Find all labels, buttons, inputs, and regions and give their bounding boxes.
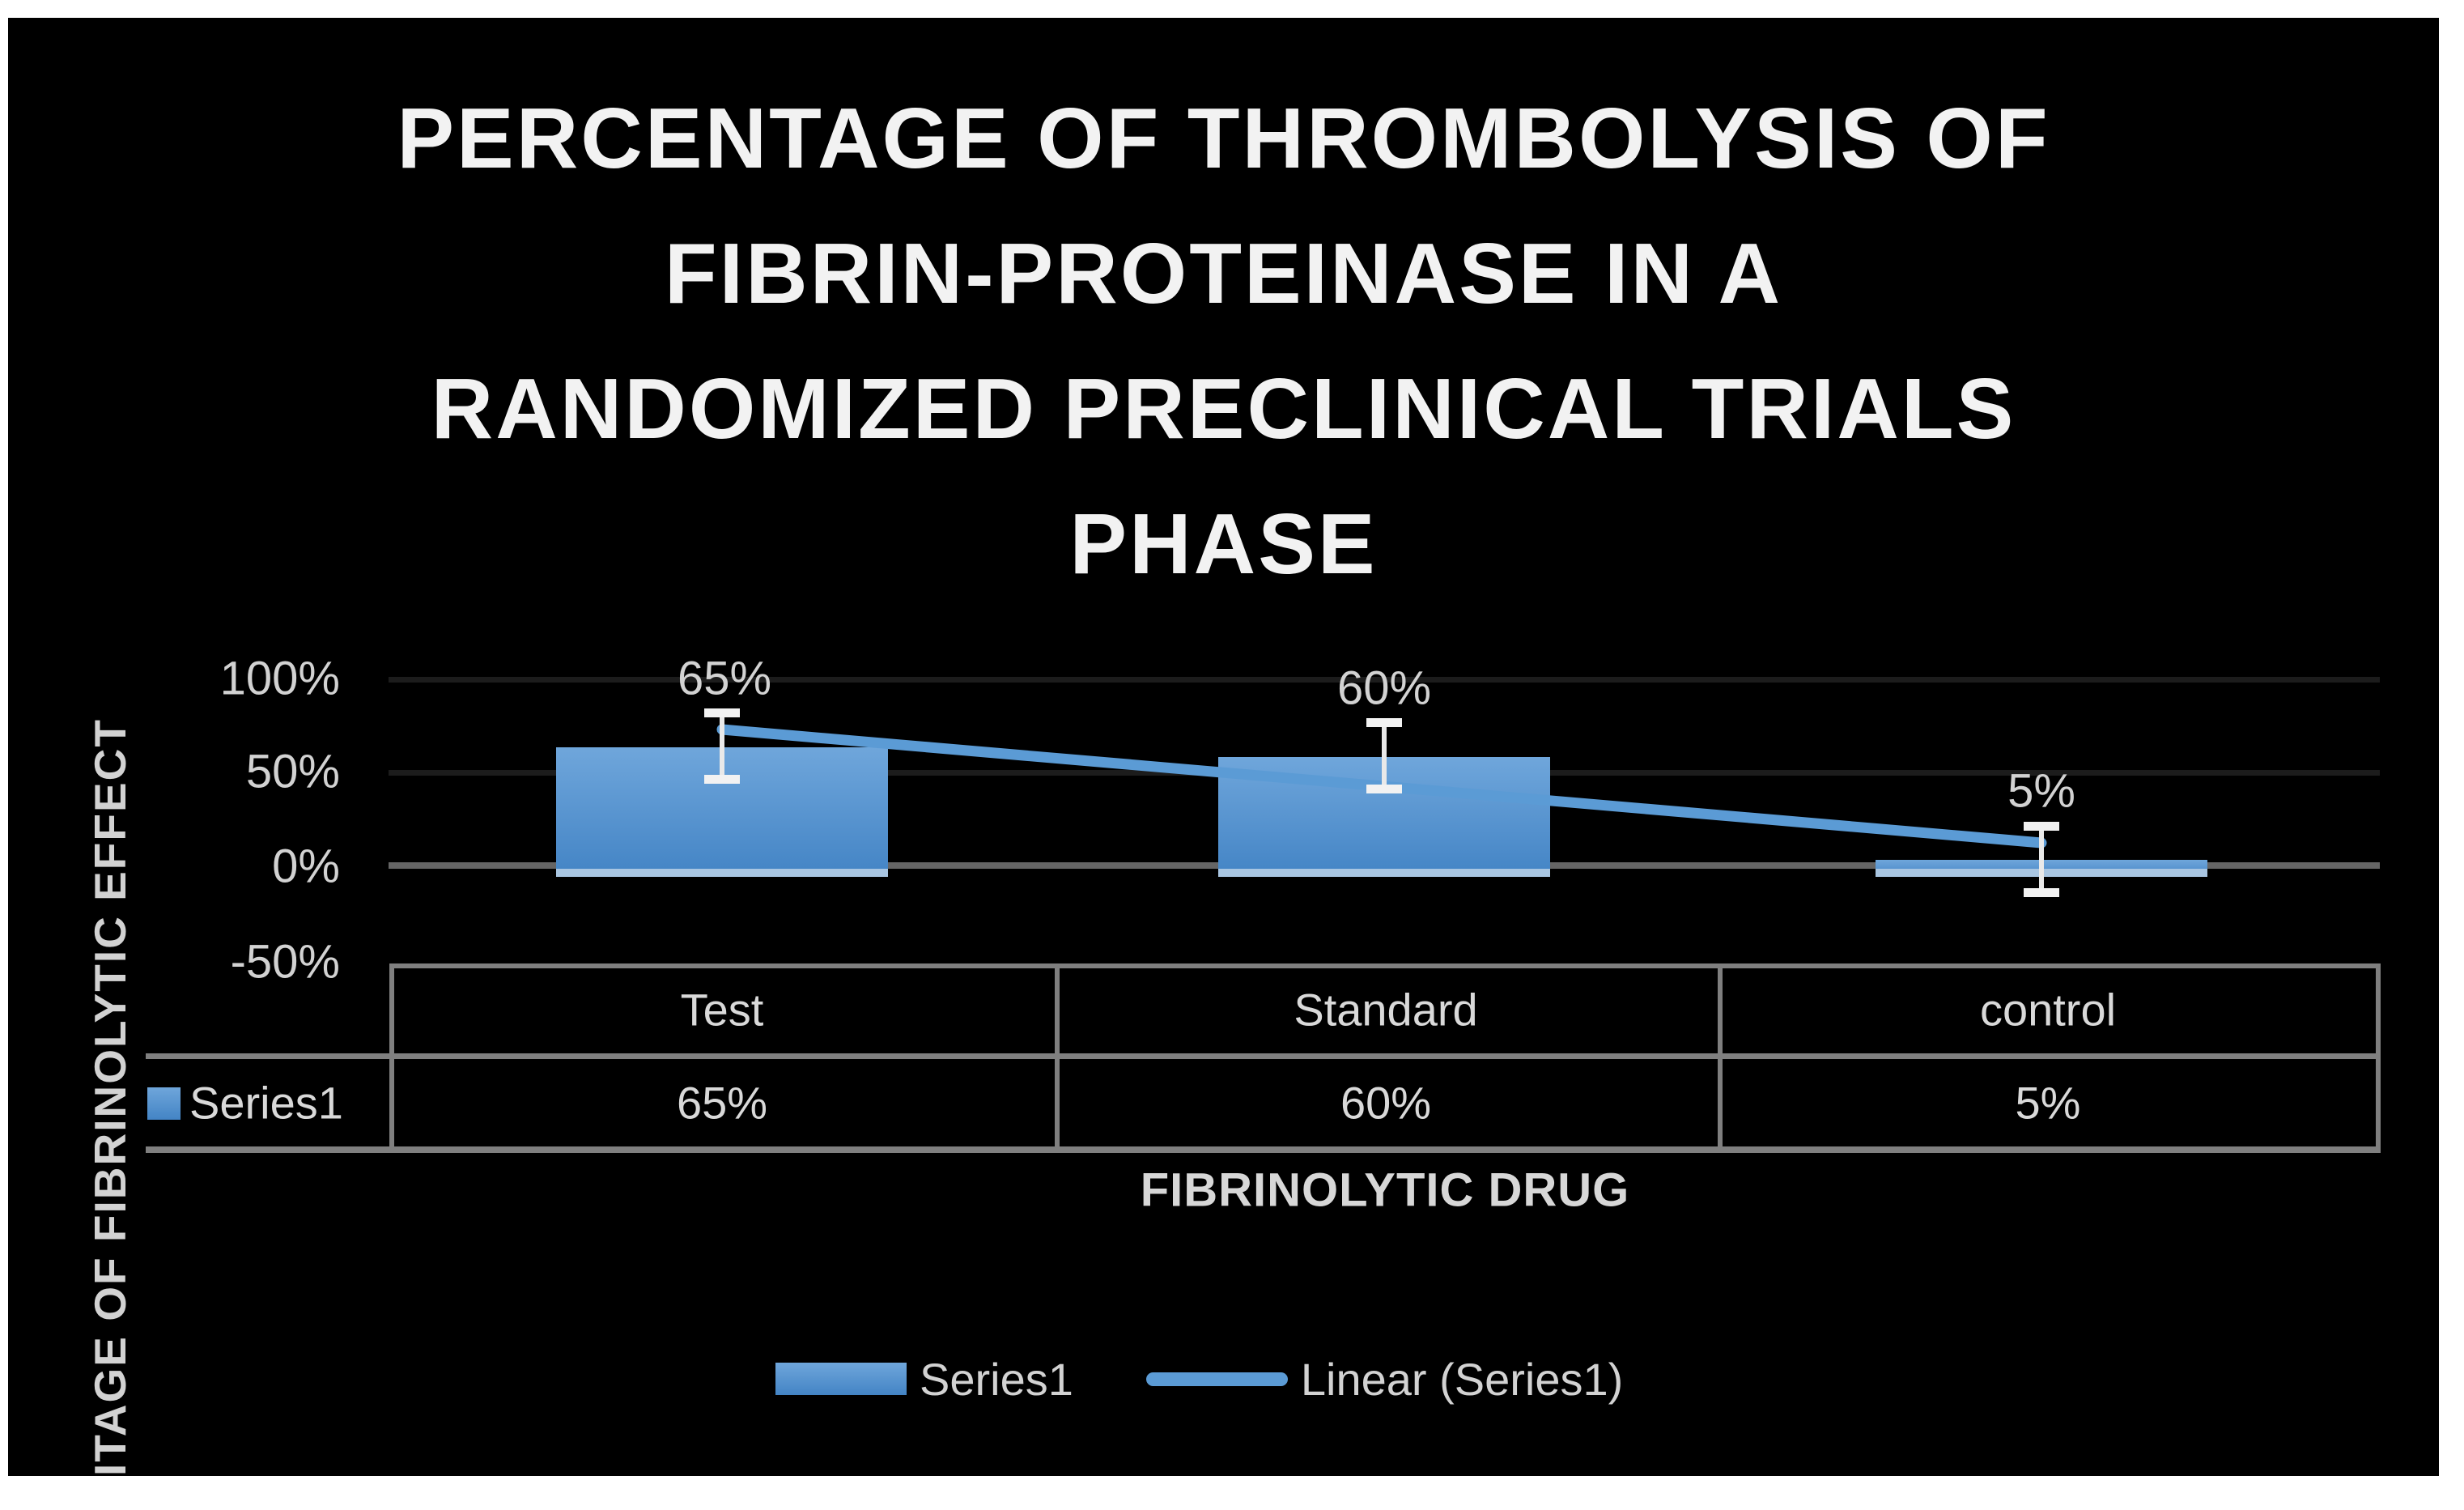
legend: Series1 Linear (Series1) bbox=[775, 1353, 1624, 1405]
y-tick-0: 0% bbox=[272, 840, 340, 893]
error-bar-cap-bottom bbox=[1366, 785, 1402, 793]
error-bar-line bbox=[1382, 721, 1387, 790]
table-border-middle bbox=[146, 1053, 2381, 1059]
gridline-100 bbox=[389, 677, 2380, 683]
table-header-standard: Standard bbox=[1294, 984, 1478, 1036]
chart-title: PERCENTAGE OF THROMBOLYSIS OF FIBRIN-PRO… bbox=[397, 91, 2050, 592]
trendline bbox=[716, 724, 2047, 849]
error-bar-test bbox=[704, 708, 740, 784]
error-bar-cap-top bbox=[1366, 718, 1402, 727]
error-bar-cap-top bbox=[704, 708, 740, 717]
error-bar-cap-bottom bbox=[2024, 888, 2059, 897]
legend-trendline-label: Linear (Series1) bbox=[1300, 1353, 1624, 1405]
series1-row-label: Series1 bbox=[189, 1077, 343, 1129]
error-bar-line bbox=[720, 712, 724, 781]
table-value-standard: 60% bbox=[1340, 1077, 1432, 1129]
table-border-right bbox=[2376, 963, 2381, 1153]
y-tick-50: 50% bbox=[245, 745, 340, 798]
error-bar-line bbox=[2039, 825, 2044, 894]
table-value-control: 5% bbox=[2015, 1077, 2081, 1129]
table-border-top bbox=[389, 963, 2381, 968]
table-header-control: control bbox=[1979, 984, 2117, 1036]
legend-series1-swatch bbox=[775, 1363, 907, 1395]
data-label-test: 65% bbox=[677, 652, 772, 705]
chart-canvas: PERCENTAGE OF THROMBOLYSIS OF FIBRIN-PRO… bbox=[8, 18, 2439, 1476]
x-axis-title: FIBRINOLYTIC DRUG bbox=[1140, 1163, 1630, 1217]
series1-key-swatch bbox=[147, 1087, 181, 1120]
data-label-standard: 60% bbox=[1336, 661, 1432, 715]
legend-series1-label: Series1 bbox=[920, 1353, 1073, 1405]
error-bar-control bbox=[2024, 822, 2059, 897]
error-bar-cap-bottom bbox=[704, 775, 740, 784]
legend-trendline-swatch bbox=[1145, 1372, 1288, 1386]
error-bar-cap-top bbox=[2024, 822, 2059, 831]
error-bar-standard bbox=[1366, 718, 1402, 793]
table-value-test: 65% bbox=[676, 1077, 768, 1129]
y-tick-100: 100% bbox=[219, 652, 340, 705]
table-border-bottom bbox=[146, 1146, 2381, 1153]
table-divider-1 bbox=[1055, 963, 1060, 1153]
data-label-control: 5% bbox=[2007, 764, 2075, 818]
y-tick-minus-50: -50% bbox=[230, 935, 340, 989]
table-divider-2 bbox=[1718, 963, 1723, 1153]
table-border-left bbox=[389, 963, 394, 1153]
table-header-test: Test bbox=[680, 984, 764, 1036]
